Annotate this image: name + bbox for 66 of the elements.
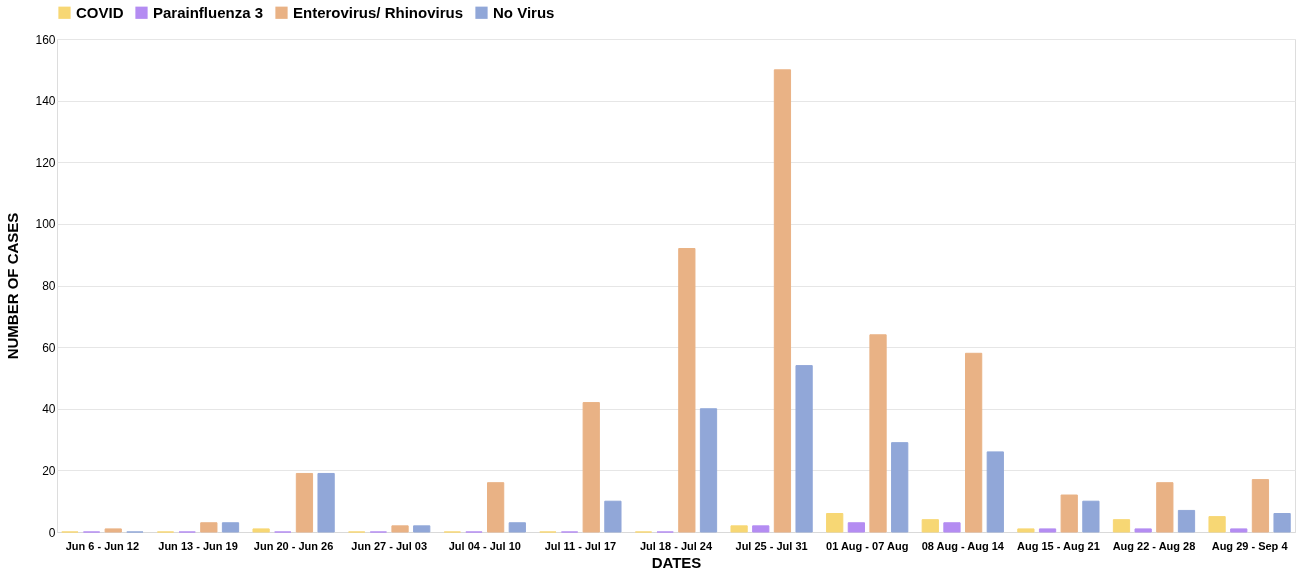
bar: [1273, 513, 1291, 533]
bar: [986, 451, 1004, 533]
bar: [1251, 479, 1270, 533]
x-tick-label: Jun 27 - Jul 03: [351, 539, 428, 552]
bar: [221, 522, 240, 533]
bar: [1038, 528, 1057, 533]
y-tick-label: 60: [42, 340, 56, 355]
y-tick-label: 140: [35, 94, 56, 109]
y-tick-label: 120: [35, 155, 56, 170]
x-tick-label: Aug 15 - Aug 21: [1017, 539, 1100, 552]
bar: [391, 525, 409, 533]
bar: [252, 528, 270, 533]
bar: [295, 472, 314, 533]
bar: [891, 442, 909, 533]
bar: [795, 365, 813, 533]
bar: [104, 528, 122, 533]
x-tick-label: Aug 29 - Sep 4: [1211, 539, 1289, 552]
bar: [943, 522, 961, 533]
bar: [604, 500, 622, 533]
bar: [1156, 482, 1174, 533]
bar: [582, 402, 600, 533]
y-tick-label: 20: [42, 463, 56, 478]
y-tick-label: 80: [42, 279, 56, 293]
bar: [200, 522, 218, 533]
x-tick-label: Jul 11 - Jul 17: [544, 539, 617, 552]
bar: [1082, 500, 1100, 533]
x-tick-label: 08 Aug - Aug 14: [921, 539, 1005, 552]
bar: [699, 408, 718, 533]
bar: [317, 472, 335, 533]
y-tick-label: 100: [35, 217, 56, 232]
bar: [1208, 516, 1226, 533]
x-tick-label: Jun 20 - Jun 26: [253, 539, 334, 552]
y-axis-title: NUMBER OF CASES: [4, 212, 22, 360]
x-tick-label: Jul 04 - Jul 10: [448, 539, 521, 552]
bar: [1060, 494, 1078, 533]
x-axis-title: DATES: [651, 553, 702, 571]
legend-label: Enterovirus/ Rhinovirus: [293, 3, 464, 21]
bar: [1230, 528, 1248, 533]
legend-label: No Virus: [493, 3, 555, 21]
bar: [869, 334, 887, 533]
bar: [1134, 528, 1152, 533]
bar: [752, 525, 770, 533]
legend-label: COVID: [76, 3, 124, 21]
bar: [730, 525, 748, 533]
y-tick-label: 40: [42, 402, 56, 417]
bar: [965, 352, 983, 533]
x-tick-label: Jul 25 - Jul 31: [735, 539, 808, 552]
bar: [847, 522, 865, 533]
bar: [1017, 528, 1035, 533]
y-tick-label: 160: [35, 32, 56, 47]
bar: [508, 522, 526, 533]
bar: [826, 513, 844, 533]
legend-label: Parainfluenza 3: [153, 3, 264, 21]
bar: [413, 525, 431, 533]
y-tick-label: 0: [48, 525, 56, 540]
x-tick-label: Aug 22 - Aug 28: [1112, 539, 1196, 552]
bar: [487, 482, 505, 533]
x-tick-label: Jul 18 - Jul 24: [639, 539, 713, 552]
x-tick-label: Jun 13 - Jun 19: [158, 539, 238, 552]
bar: [773, 69, 792, 533]
bar: [678, 248, 696, 533]
x-tick-label: Jun 6 - Jun 12: [65, 539, 140, 552]
bar: [1112, 519, 1131, 533]
bar: [1177, 509, 1196, 533]
x-tick-label: 01 Aug - 07 Aug: [826, 539, 909, 552]
bar: [921, 519, 939, 533]
